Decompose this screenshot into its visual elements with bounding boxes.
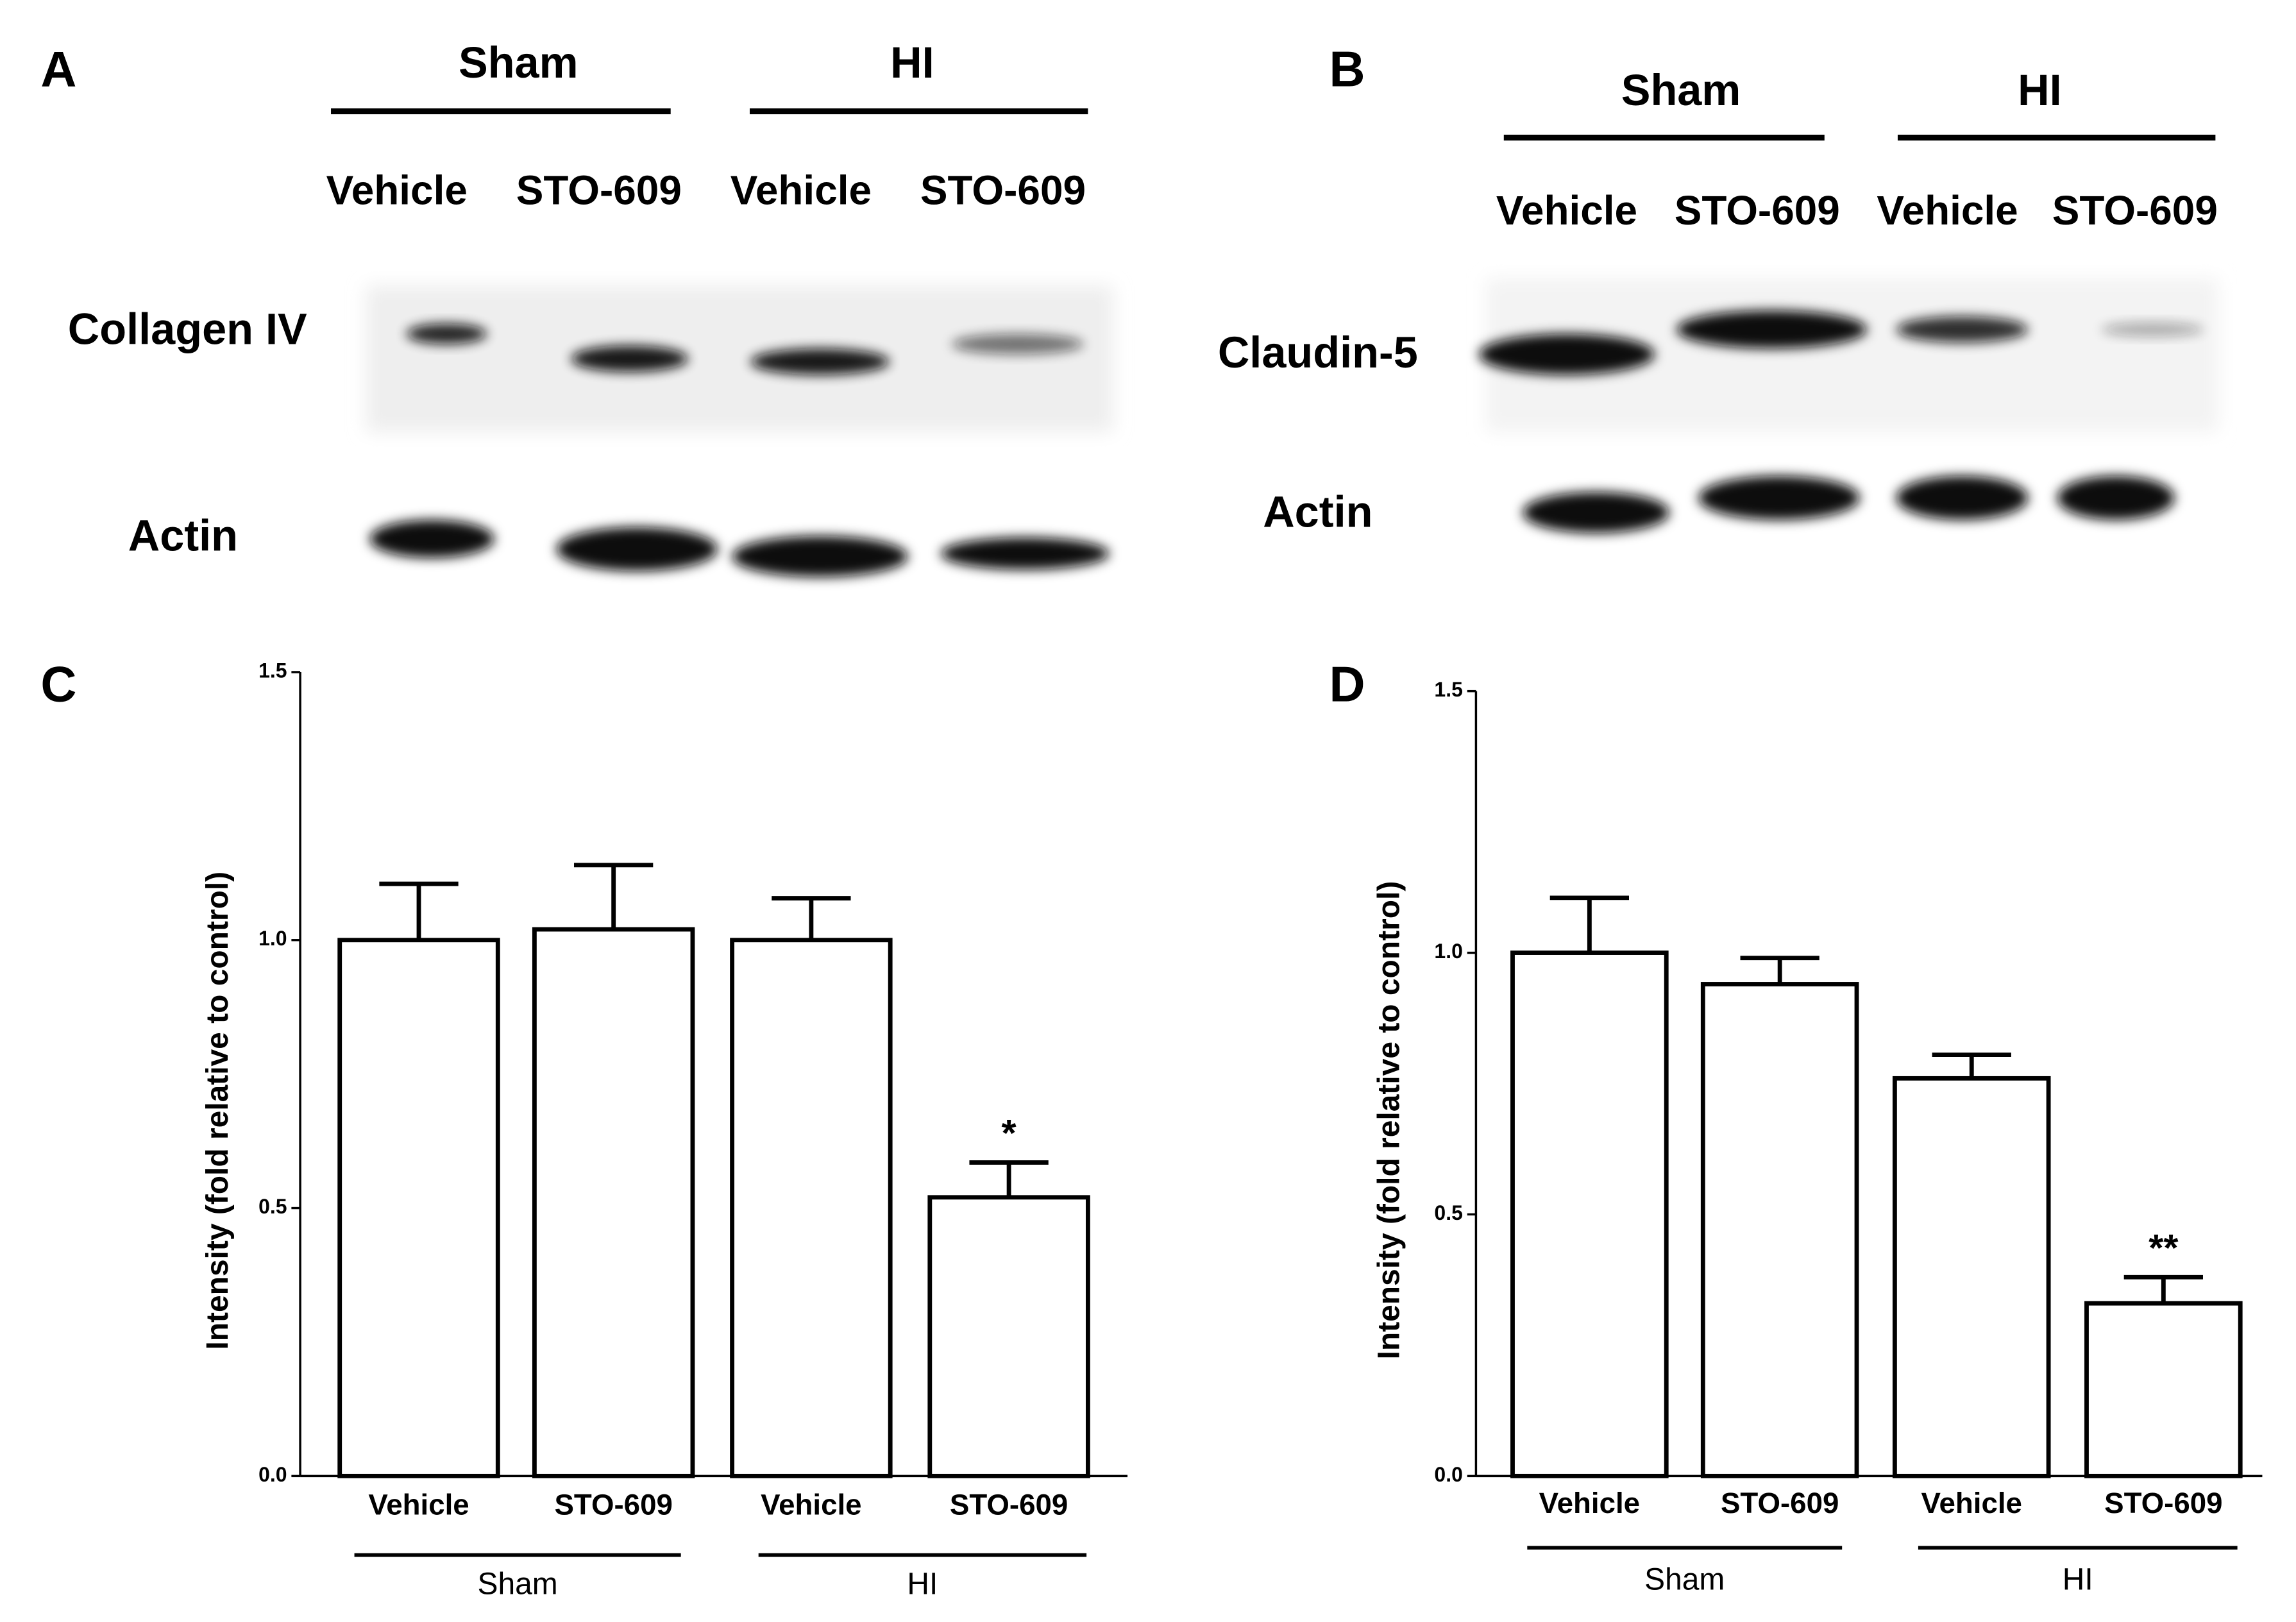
- x-tick-label: Vehicle: [368, 1488, 469, 1521]
- x-tick-label: STO-609: [950, 1488, 1068, 1521]
- bar: [730, 938, 893, 1478]
- row-label: Claudin-5: [1218, 328, 1418, 377]
- x-tick-label: Vehicle: [1539, 1487, 1640, 1519]
- blot-band: [1478, 334, 1655, 375]
- lane-label: Vehicle: [730, 167, 872, 213]
- row-label: Actin: [1263, 487, 1372, 537]
- group-label: HI: [907, 1567, 938, 1601]
- group-label: Sham: [1644, 1562, 1725, 1596]
- blot-band: [1523, 492, 1669, 534]
- bar: [337, 938, 500, 1478]
- significance-annotation: **: [2148, 1226, 2179, 1269]
- y-tick-label: 1.0: [1434, 940, 1462, 963]
- bar: [1892, 1076, 2051, 1478]
- group-label: Sham: [478, 1567, 558, 1601]
- blot-band: [732, 536, 908, 577]
- group-label: HI: [890, 38, 934, 87]
- significance-annotation: *: [1002, 1111, 1017, 1154]
- x-tick-label: STO-609: [1721, 1487, 1839, 1519]
- blot-band: [952, 334, 1084, 355]
- blot-band: [406, 323, 487, 344]
- x-tick-label: Vehicle: [1921, 1487, 2022, 1519]
- blot-band: [1896, 316, 2029, 343]
- lane-label: STO-609: [1675, 187, 1840, 233]
- bar: [2084, 1301, 2243, 1478]
- bar: [1510, 950, 1669, 1478]
- y-tick-label: 1.5: [1434, 678, 1462, 701]
- bar: [927, 1195, 1090, 1478]
- lane-label: STO-609: [516, 167, 682, 213]
- lane-label: STO-609: [920, 167, 1086, 213]
- blot-membrane: [366, 285, 1113, 432]
- lane-label: Vehicle: [1496, 187, 1637, 233]
- group-label: Sham: [1621, 65, 1741, 115]
- x-tick-label: Vehicle: [761, 1488, 861, 1521]
- lane-label: STO-609: [2052, 187, 2218, 233]
- blot-band: [1676, 310, 1868, 349]
- lane-label: Vehicle: [326, 167, 468, 213]
- y-tick-label: 1.0: [258, 927, 287, 950]
- group-label: Sham: [459, 38, 578, 87]
- y-axis-label: Intensity (fold relative to control): [201, 872, 235, 1350]
- panel-label: B: [1329, 42, 1365, 97]
- x-tick-label: STO-609: [554, 1488, 672, 1521]
- y-axis-label: Intensity (fold relative to control): [1372, 881, 1406, 1360]
- bar: [1700, 982, 1859, 1478]
- y-tick-label: 0.5: [1434, 1201, 1462, 1224]
- panel-label: A: [40, 42, 76, 97]
- blot-band: [2101, 322, 2204, 337]
- blot-band: [1896, 476, 2029, 520]
- panel-label: D: [1329, 657, 1365, 713]
- group-label: HI: [2018, 65, 2062, 115]
- blot-band: [571, 345, 689, 372]
- blot-band: [2057, 476, 2175, 520]
- blot-band: [940, 537, 1110, 570]
- panel-label: C: [40, 657, 76, 713]
- lane-label: Vehicle: [1877, 187, 2018, 233]
- y-tick-label: 0.0: [1434, 1463, 1462, 1486]
- y-tick-label: 0.0: [258, 1463, 287, 1486]
- blot-band: [556, 527, 718, 571]
- blot-band: [1698, 476, 1860, 520]
- y-tick-label: 0.5: [258, 1195, 287, 1218]
- row-label: Collagen IV: [68, 304, 307, 353]
- blot-backgrounds: [366, 278, 2218, 432]
- blot-band: [750, 348, 890, 375]
- bar: [532, 927, 695, 1478]
- group-label: HI: [2063, 1562, 2093, 1596]
- row-label: Actin: [128, 511, 238, 560]
- y-tick-label: 1.5: [258, 659, 287, 682]
- x-tick-label: STO-609: [2104, 1487, 2222, 1519]
- blot-band: [369, 520, 494, 558]
